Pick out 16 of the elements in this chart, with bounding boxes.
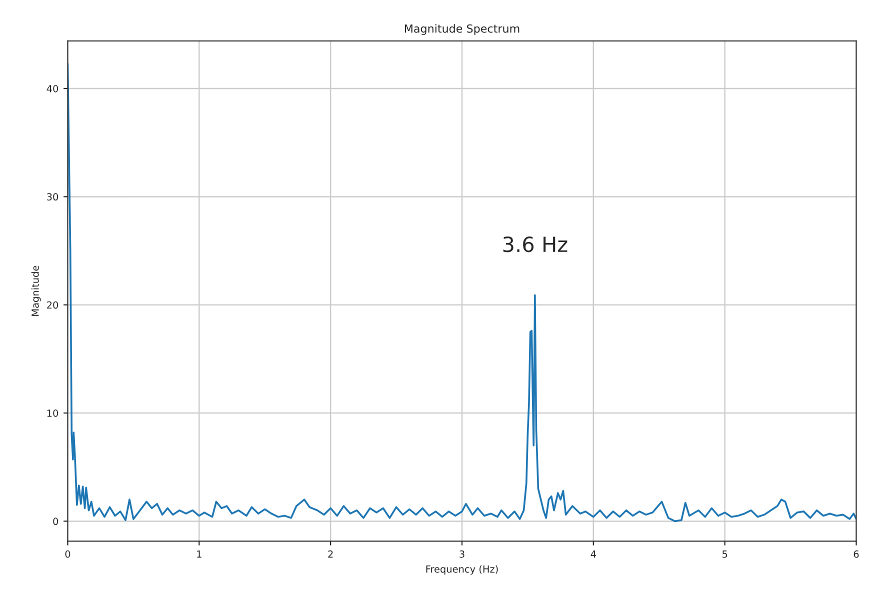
y-tick-label: 40 [46,85,58,92]
y-tick-label: 30 [47,193,58,201]
x-tick-label: 1 [197,550,202,558]
x-axis-title: Frequency (Hz) [426,565,498,575]
x-tick-label: 2 [328,550,333,558]
y-tick-label: 0 [53,518,58,526]
x-tick-label: 5 [722,550,728,558]
annotation: 3.6 Hz [503,236,568,252]
x-tick-label: 0 [65,550,70,558]
y-tick-label: 20 [47,301,58,309]
y-axis-title: Magnitude [31,266,41,316]
x-tick-label: 4 [590,550,596,558]
x-tick-label: 6 [854,550,859,558]
x-tick-label: 3 [460,550,464,558]
y-tick-label: 10 [47,410,58,417]
chart-title: Magnitude Spectrum [404,24,520,35]
